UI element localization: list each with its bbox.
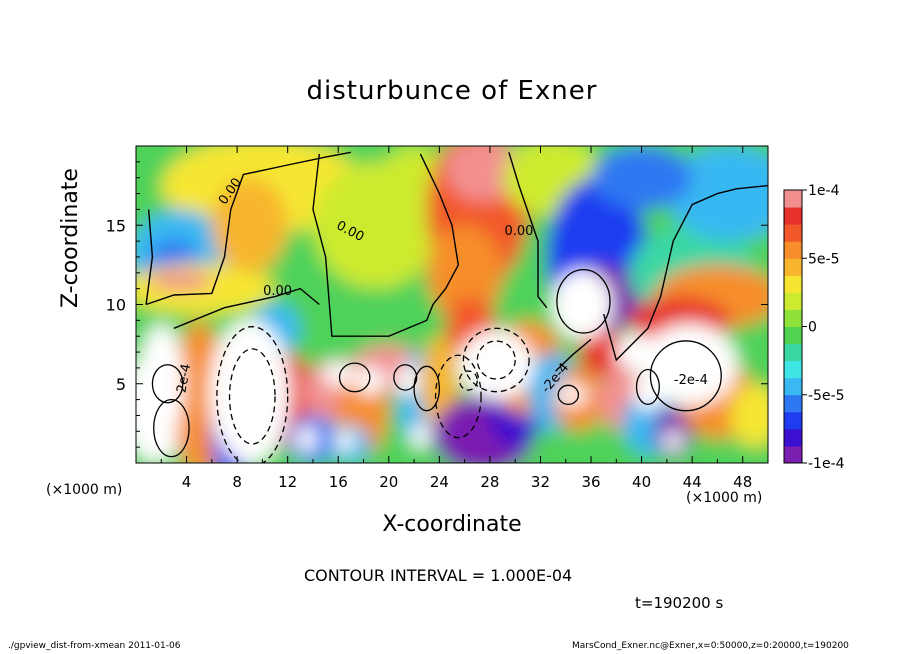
x-axis-label: X-coordinate bbox=[382, 512, 522, 537]
x-tick-label: 40 bbox=[632, 473, 651, 491]
x-tick-label: 24 bbox=[430, 473, 449, 491]
contour-layer bbox=[145, 151, 768, 463]
colorbar-swatch bbox=[784, 360, 802, 379]
colorbar-swatch bbox=[784, 411, 802, 430]
field-blob-41 bbox=[730, 383, 768, 448]
field-white-1 bbox=[138, 323, 185, 444]
contour-pos-1 bbox=[151, 364, 184, 404]
field-white-13 bbox=[295, 426, 319, 452]
colorbar-tick-label: -1e-4 bbox=[808, 456, 845, 472]
field-blob-14 bbox=[666, 146, 768, 242]
field-white-0 bbox=[209, 318, 291, 463]
contour-pos-8 bbox=[635, 368, 660, 406]
colorbar-tick-label: -5e-5 bbox=[808, 388, 845, 404]
contour-neg-5 bbox=[458, 370, 478, 391]
field-layer bbox=[136, 146, 768, 463]
contour-pos-7 bbox=[557, 384, 580, 406]
y-axis-label: Z-coordinate bbox=[58, 168, 83, 308]
field-white-4 bbox=[641, 323, 738, 406]
x-tick-label: 44 bbox=[683, 473, 702, 491]
colorbar-swatch bbox=[784, 275, 802, 293]
x-tick-label: 12 bbox=[278, 473, 297, 491]
colorbar-swatch bbox=[784, 309, 802, 327]
y-tick-label: 15 bbox=[106, 216, 126, 235]
contour-zero-4 bbox=[312, 153, 460, 337]
contour-zero-7 bbox=[555, 338, 592, 372]
colorbar-swatch bbox=[784, 377, 802, 396]
colorbar-swatch bbox=[784, 326, 802, 345]
colorbar-swatch bbox=[784, 241, 802, 259]
field-white-12 bbox=[334, 429, 355, 452]
y-tick-label: 5 bbox=[116, 375, 126, 394]
chart-title: disturbunce of Exner bbox=[306, 76, 598, 106]
field-white-9 bbox=[556, 383, 588, 406]
colorbar-swatch bbox=[784, 190, 802, 208]
time-label: t=190200 s bbox=[635, 594, 724, 612]
y-tick-label: 10 bbox=[106, 296, 126, 315]
y-axis-unit: (×1000 m) bbox=[46, 482, 123, 498]
contour-neg-3 bbox=[462, 327, 530, 393]
colorbar-swatch bbox=[784, 394, 802, 413]
x-tick-label: 48 bbox=[733, 473, 752, 491]
field-white-14 bbox=[664, 429, 683, 452]
colorbar-swatch bbox=[784, 292, 802, 310]
x-tick-label: 36 bbox=[581, 473, 600, 491]
contour-neg-4 bbox=[476, 340, 516, 380]
x-tick-label: 4 bbox=[182, 473, 192, 491]
contour-label: 0.00 bbox=[505, 224, 534, 239]
contour-pos-2 bbox=[153, 398, 190, 458]
contour-zero-3 bbox=[173, 287, 320, 329]
x-axis-unit: (×1000 m) bbox=[686, 490, 763, 506]
contour-neg-2 bbox=[228, 348, 276, 445]
colorbar-swatch bbox=[784, 207, 802, 225]
x-tick-label: 28 bbox=[480, 473, 499, 491]
colorbar-swatch bbox=[784, 224, 802, 242]
colorbar: 1e-4 5e-5 0 -5e-5 -1e-4 bbox=[783, 183, 845, 472]
field-blob-15 bbox=[591, 146, 693, 210]
colorbar-tick-label: 5e-5 bbox=[808, 251, 839, 267]
field-white-3 bbox=[551, 269, 613, 340]
contour-neg-6 bbox=[434, 354, 482, 439]
field-white-5 bbox=[615, 333, 656, 372]
contour-pos-6 bbox=[393, 364, 418, 391]
field-blob-4 bbox=[211, 177, 288, 273]
footer-right: MarsCond_Exner.nc@Exner,x=0:50000,z=0:20… bbox=[572, 641, 849, 651]
colorbar-swatch bbox=[784, 343, 802, 362]
contour-neg-1 bbox=[216, 326, 289, 463]
field-blob-9 bbox=[426, 225, 503, 321]
field-white-11 bbox=[410, 423, 431, 449]
colorbar-swatch bbox=[784, 258, 802, 276]
field-blob-8 bbox=[445, 146, 522, 202]
colorbar-tick-label: 1e-4 bbox=[808, 183, 840, 199]
plot-area bbox=[136, 146, 768, 463]
contour-interval: CONTOUR INTERVAL = 1.000E-04 bbox=[304, 566, 573, 585]
x-tick-label: 32 bbox=[531, 473, 550, 491]
contour-pos-4 bbox=[556, 268, 611, 334]
footer-left: ./gpview_dist-from-xmean 2011-01-06 bbox=[8, 641, 181, 651]
contour-pos-9 bbox=[413, 365, 441, 412]
x-tick-label: 16 bbox=[329, 473, 348, 491]
colorbar-swatch bbox=[784, 428, 802, 447]
x-tick-label: 20 bbox=[379, 473, 398, 491]
contour-zero-2 bbox=[145, 209, 154, 305]
x-tick-label: 8 bbox=[232, 473, 242, 491]
field-white-6 bbox=[323, 361, 354, 387]
x-axis: 4 8 12 16 20 24 28 32 36 40 44 48 bbox=[160, 146, 752, 491]
contour-zero-6 bbox=[603, 184, 768, 362]
colorbar-swatch bbox=[784, 445, 802, 464]
contour-zero-5 bbox=[508, 152, 548, 309]
contour-zero-1 bbox=[145, 151, 352, 306]
contour-pos-5 bbox=[338, 362, 371, 393]
contour-label: 2e-4 bbox=[174, 363, 194, 394]
contour-label: 0.00 bbox=[263, 284, 292, 299]
contour-pos-3 bbox=[649, 340, 722, 412]
contour-label: -2e-4 bbox=[674, 373, 708, 388]
colorbar-tick-label: 0 bbox=[808, 320, 817, 336]
field-blob-42 bbox=[148, 271, 212, 291]
y-axis: 5 10 15 bbox=[106, 161, 768, 448]
